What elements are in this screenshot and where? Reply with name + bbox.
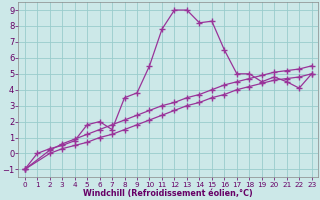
X-axis label: Windchill (Refroidissement éolien,°C): Windchill (Refroidissement éolien,°C) bbox=[83, 189, 253, 198]
